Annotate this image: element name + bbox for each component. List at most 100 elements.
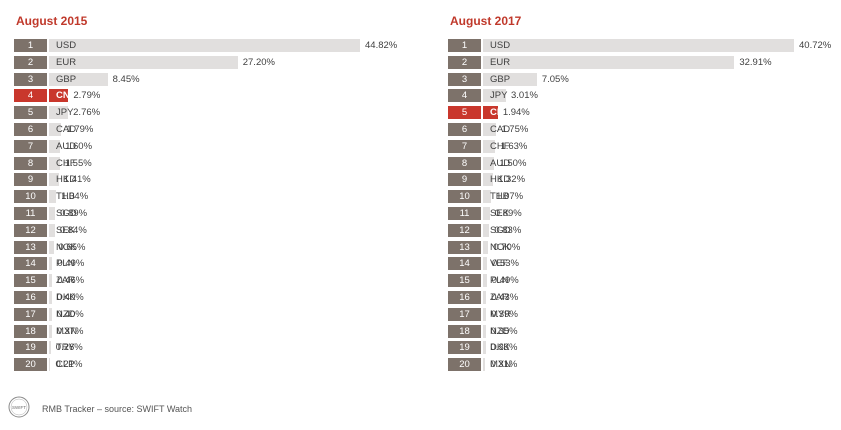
swift-logo-text: SWIFT [12,405,26,410]
bar-row: 6 CAD 1.75% [448,123,838,136]
footer: SWIFT RMB Tracker – source: SWIFT Watch [8,396,408,422]
currency-label: VEF [490,258,509,270]
bar [49,307,52,321]
value-label: 0.53% [492,258,519,270]
bar [49,324,52,338]
rank-label: 9 [14,173,47,187]
bar [49,156,60,170]
bar-row: 11 SGD 0.89% [14,207,404,220]
bar-row: 16 ZAR 0.43% [448,291,838,304]
bar [483,106,498,120]
bar-row: 6 CAD 1.79% [14,123,404,136]
bar [483,223,490,237]
bar-row: 15 ZAR 0.46% [14,274,404,288]
bar [49,139,61,153]
value-label: 1.32% [498,174,526,186]
bar [483,123,497,136]
bar-row: 19 DKK 0.33% [448,341,838,355]
bar [49,207,56,220]
chart-title: August 2017 [450,14,522,28]
bar-row: 7 AUD 1.60% [14,139,404,153]
currency-label: EUR [56,56,77,68]
currency-label: AUD [490,157,511,169]
currency-label: CHF [490,140,510,152]
value-label: 1.75% [501,124,529,135]
value-label: 1.04% [61,191,89,203]
rank-label: 10 [448,190,481,204]
bar [49,106,69,120]
bar [49,89,69,103]
rank-label: 18 [14,324,47,338]
rank-label: 1 [448,39,481,52]
bar [483,55,735,69]
rank-label: 14 [448,257,481,271]
bar-row: 12 SGD 0.83% [448,223,838,237]
rank-label: 5 [448,106,481,120]
rank-label: 7 [14,139,47,153]
bar [483,156,495,170]
rank-label: 11 [14,207,47,220]
bar [483,257,488,271]
currency-label: ZAR [490,292,509,303]
swift-logo-icon: SWIFT [8,396,30,418]
bar-row: 8 CHF 1.55% [14,156,404,170]
value-label: 0.37% [56,325,84,337]
bar-row: 7 CHF 1.63% [448,139,838,153]
currency-label: HKD [56,174,77,186]
value-label: 1.79% [66,124,94,135]
currency-label: JPY [490,90,508,102]
value-label: 1.94% [502,107,530,119]
bar [483,341,486,355]
rank-label: 9 [448,173,481,187]
currency-label: NZD [56,308,76,320]
value-label: 0.83% [494,224,522,236]
bar [483,240,489,254]
value-label: 0.65% [58,241,86,253]
currency-label: CAD [490,124,511,135]
rank-label: 13 [14,240,47,254]
value-label: 44.82% [365,40,398,51]
bar-row: 9 HKD 1.32% [448,173,838,187]
bar-row: 2 EUR 32.91% [448,55,838,69]
value-label: 0.49% [491,275,519,287]
bar-row: 1 USD 44.82% [14,39,404,52]
rank-label: 19 [14,341,47,355]
bar [49,274,53,288]
currency-label: MYR [490,308,512,320]
bar-row: 18 NZD 0.35% [448,324,838,338]
bar [483,89,506,103]
currency-label: SEK [56,224,76,236]
value-label: 0.31% [490,359,518,371]
currency-label: PLN [490,275,509,287]
rank-label: 8 [14,156,47,170]
bar-row: 13 NOK 0.70% [448,240,838,254]
currency-label: GBP [490,73,511,85]
value-label: 40.72% [799,40,832,51]
value-label: 2.76% [73,107,101,119]
rank-label: 15 [448,274,481,288]
value-label: 0.84% [59,224,87,236]
bar [483,291,487,304]
bar-row: 4 JPY 3.01% [448,89,838,103]
bar [49,173,59,187]
currency-label: USD [490,40,511,51]
source-note: RMB Tracker – source: SWIFT Watch [42,404,193,414]
bar [49,341,51,355]
value-label: 0.35% [490,325,518,337]
bar [49,39,360,52]
currency-label: CNY [56,90,77,102]
value-label: 0.40% [56,308,84,320]
bar [483,139,496,153]
rank-label: 11 [448,207,481,220]
rank-label: 4 [14,89,47,103]
bar [483,173,494,187]
bar [483,39,794,52]
currency-label: MXN [56,325,78,337]
bar [49,291,52,304]
bar-row: 11 SEK 0.89% [448,207,838,220]
rank-label: 13 [448,240,481,254]
value-label: 0.89% [494,208,522,219]
rank-label: 12 [14,223,47,237]
bar [483,358,486,372]
bar-row: 14 VEF 0.53% [448,257,838,271]
